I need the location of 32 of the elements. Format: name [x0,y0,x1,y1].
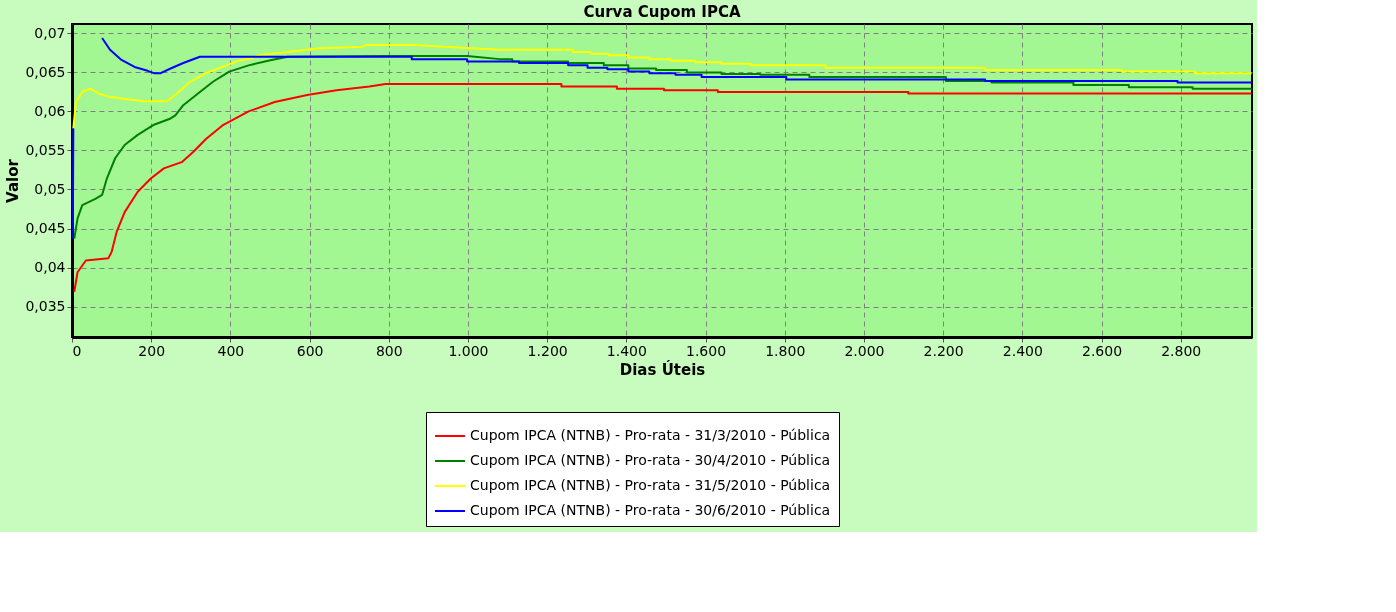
x-tick-label: 600 [296,342,324,359]
x-tick-label: 2.600 [1081,342,1123,359]
legend-label: Cupom IPCA (NTNB) - Pro-rata - 31/3/2010 - Pública [470,427,831,443]
y-tick-label: 0,055 [25,141,66,158]
y-tick-label: 0,05 [34,180,66,197]
x-tick-label: 0 [72,342,82,359]
x-tick-label: 2.000 [844,342,885,359]
y-tick-label: 0,06 [34,102,66,119]
x-tick-label: 2.800 [1161,342,1202,359]
x-tick-label: 2.400 [1002,342,1043,359]
x-tick-label: 2.200 [923,342,964,359]
x-tick-label: 400 [217,342,245,359]
x-tick-label: 800 [375,342,403,359]
chart-title: Curva Cupom IPCA [583,3,741,21]
y-tick-label: 0,04 [34,259,66,276]
legend-label: Cupom IPCA (NTNB) - Pro-rata - 31/5/2010 - Pública [470,477,831,493]
y-tick-label: 0,045 [25,220,66,236]
x-tick-label: 1.600 [686,342,727,359]
y-tick-label: 0,035 [25,298,66,315]
x-axis-title: Dias Úteis [619,359,706,379]
line-series [73,83,1252,293]
y-tick-label: 0,065 [25,63,66,80]
line-series [72,44,1252,130]
x-tick-label: 1.200 [527,342,568,359]
y-tick-label: 0,07 [34,24,66,41]
x-tick-label: 1.400 [606,342,647,359]
y-axis-title: Valor [4,158,23,203]
x-tick-label: 1.800 [765,342,806,359]
x-tick-label: 200 [138,342,166,359]
legend-label: Cupom IPCA (NTNB) - Pro-rata - 30/6/2010 - Pública [470,502,831,518]
legend-label: Cupom IPCA (NTNB) - Pro-rata - 30/4/2010 - Pública [470,452,831,468]
x-tick-label: 1.000 [448,342,489,359]
